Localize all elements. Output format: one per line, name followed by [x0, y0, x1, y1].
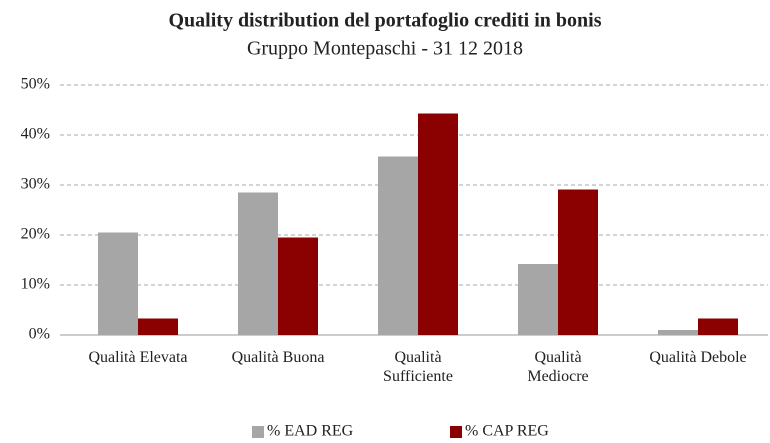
- bar: [98, 232, 138, 335]
- legend-swatch: [252, 426, 264, 438]
- bar: [558, 189, 598, 335]
- bar: [138, 318, 178, 335]
- x-tick-label: Qualità Elevata: [88, 349, 188, 366]
- y-tick-label: 40%: [21, 126, 50, 143]
- x-tick-label: Qualità Debole: [649, 349, 747, 366]
- bar: [238, 192, 278, 335]
- bar: [698, 318, 738, 335]
- chart-subtitle: Gruppo Montepaschi - 31 12 2018: [247, 38, 523, 60]
- x-tick-label: Qualità Mediocre: [527, 349, 589, 385]
- bar: [378, 156, 418, 335]
- y-tick-label: 50%: [21, 76, 50, 93]
- x-tick-label: Qualità Sufficiente: [383, 349, 453, 385]
- y-tick-label: 20%: [21, 226, 50, 243]
- bar: [518, 264, 558, 335]
- bar: [418, 113, 458, 335]
- chart-title: Quality distribution del portafoglio cre…: [168, 10, 601, 32]
- bar: [278, 237, 318, 335]
- legend-swatch: [450, 426, 462, 438]
- legend-label: % EAD REG: [267, 423, 354, 440]
- y-tick-label: 10%: [21, 276, 50, 293]
- legend-label: % CAP REG: [465, 423, 549, 440]
- bar: [658, 330, 698, 335]
- x-tick-label: Qualità Buona: [231, 349, 325, 366]
- y-tick-label: 30%: [21, 176, 50, 193]
- y-tick-label: 0%: [29, 326, 50, 343]
